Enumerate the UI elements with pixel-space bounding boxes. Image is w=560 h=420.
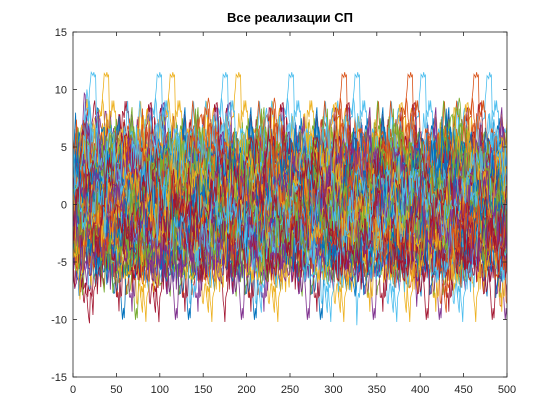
y-tick-label: -5 xyxy=(57,257,67,269)
x-tick-label: 500 xyxy=(498,384,516,396)
chart-title: Все реализации СП xyxy=(227,10,353,25)
x-tick-label: 50 xyxy=(110,384,122,396)
y-tick-label: 15 xyxy=(55,27,67,39)
series-line xyxy=(73,116,507,268)
x-tick-label: 300 xyxy=(324,384,342,396)
x-tick-label: 450 xyxy=(454,384,472,396)
y-tick-label: 10 xyxy=(55,85,67,97)
x-tick-label: 150 xyxy=(194,384,212,396)
y-tick-label: -15 xyxy=(51,372,67,384)
y-tick-label: 5 xyxy=(61,142,67,154)
y-tick-label: 0 xyxy=(61,200,67,212)
x-tick-label: 200 xyxy=(237,384,255,396)
series-line xyxy=(73,121,507,291)
axis-ticks: 0 50 100 150 200 250 300 350 400 450 500 -15 -10 -5 0 5… xyxy=(51,27,516,396)
series-lines xyxy=(73,70,507,326)
x-tick-label: 350 xyxy=(368,384,386,396)
x-tick-label: 400 xyxy=(411,384,429,396)
x-tick-label: 250 xyxy=(281,384,299,396)
x-tick-label: 100 xyxy=(151,384,169,396)
y-tick-label: -10 xyxy=(51,315,67,327)
series-line xyxy=(73,100,507,305)
x-tick-label: 0 xyxy=(70,384,76,396)
